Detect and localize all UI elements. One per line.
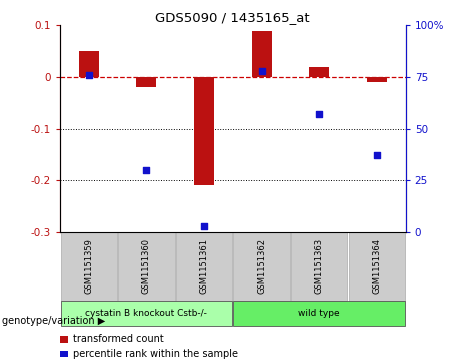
Bar (60, 232, 117, 301)
Bar (60, 301, 232, 326)
Bar (79, 51, 99, 77)
Point (200, 223, 207, 229)
Text: GSM1151360: GSM1151360 (142, 238, 151, 294)
Title: GDS5090 / 1435165_at: GDS5090 / 1435165_at (155, 11, 310, 24)
Bar (252, 30, 272, 77)
Text: GSM1151361: GSM1151361 (200, 238, 208, 294)
Point (258, 68, 266, 74)
Text: GSM1151362: GSM1151362 (257, 238, 266, 294)
Point (373, 152, 381, 158)
Text: wild type: wild type (298, 309, 340, 318)
Text: GSM1151363: GSM1151363 (315, 238, 324, 294)
Text: percentile rank within the sample: percentile rank within the sample (73, 349, 238, 359)
Text: cystatin B knockout Cstb-/-: cystatin B knockout Cstb-/- (85, 309, 207, 318)
Point (142, 167, 150, 173)
Text: GSM1151364: GSM1151364 (372, 238, 381, 294)
Text: transformed count: transformed count (73, 334, 164, 344)
Point (315, 111, 323, 117)
Bar (367, 77, 387, 82)
Bar (233, 232, 290, 301)
Bar (194, 77, 214, 185)
Bar (309, 67, 329, 77)
Bar (118, 232, 175, 301)
Bar (349, 232, 405, 301)
Text: genotype/variation ▶: genotype/variation ▶ (2, 316, 106, 326)
Bar (233, 301, 405, 326)
Bar (291, 232, 348, 301)
Bar (136, 77, 156, 87)
Bar (176, 232, 232, 301)
Text: GSM1151359: GSM1151359 (84, 238, 93, 294)
Point (85, 72, 92, 78)
